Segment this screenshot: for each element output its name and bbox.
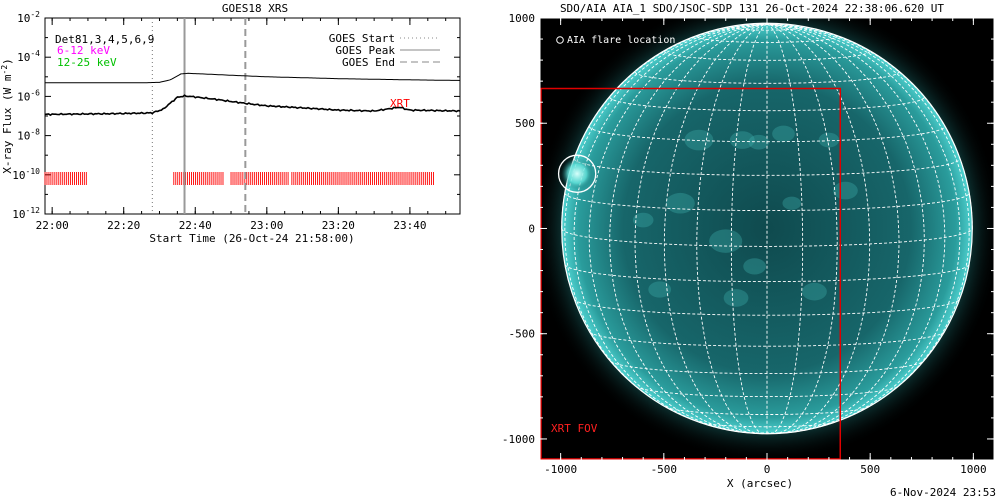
longitude-grid-line	[564, 23, 768, 411]
active-region-glow	[782, 196, 802, 210]
goes-xlabel: Start Time (26-Oct-24 21:58:00)	[149, 232, 354, 245]
latitude-grid-line	[610, 361, 924, 375]
xrt-fov-box	[540, 87, 842, 460]
goes-flux-curve-1	[45, 72, 461, 84]
latitude-grid-line	[665, 406, 869, 415]
goes-y-tick-label: 10-10	[12, 167, 40, 182]
active-region-glow	[743, 258, 766, 275]
aia-x-tick-label: 500	[860, 463, 880, 476]
longitude-grid-line	[663, 23, 768, 434]
latitude-grid-line	[573, 158, 961, 176]
active-region-glow	[729, 131, 755, 149]
longitude-grid-line	[766, 23, 925, 434]
active-region-glow	[723, 289, 749, 307]
longitude-grid-line	[766, 23, 946, 432]
latitude-grid-line	[663, 51, 871, 61]
active-region-glow	[632, 212, 654, 228]
goes-y-tick-label: 10-12	[12, 206, 40, 221]
longitude-grid-line	[766, 23, 804, 435]
longitude-grid-line	[730, 23, 768, 435]
latitude-grid-line	[696, 36, 838, 43]
latitude-grid-line	[561, 228, 973, 247]
latitude-grid-line	[634, 71, 900, 84]
goes-y-tick-label: 10-4	[17, 49, 40, 64]
latitude-grid-line	[588, 126, 946, 143]
goes-flux-curve-2	[44, 94, 461, 117]
latitude-grid-line	[564, 192, 970, 212]
aia-xlabel: X (arcsec)	[727, 477, 793, 490]
longitude-grid-line	[766, 23, 871, 434]
detectors-label: Det81,3,4,5,6,9	[55, 33, 154, 46]
longitude-grid-line	[766, 23, 973, 229]
latitude-grid-line	[589, 331, 945, 347]
aia-image-background	[540, 18, 994, 460]
aia-image-frame	[539, 17, 995, 461]
active-region-glow	[648, 281, 672, 298]
aia-y-tick-label: 0	[528, 222, 535, 235]
active-region-glow	[684, 129, 714, 151]
sun-corona	[540, 18, 994, 460]
latitude-grid-line	[730, 26, 804, 31]
sun-limb	[561, 22, 973, 435]
goes-x-tick-label: 23:00	[250, 219, 283, 232]
aia-x-tick-label: 0	[764, 463, 771, 476]
xrt-label: XRT	[390, 97, 410, 110]
goes-xrs-chart: GOES18 XRS 10-2 10-4 10-6 10-8 10-10 10-12 22…	[0, 2, 461, 245]
goes-chart-title: GOES18 XRS	[222, 2, 288, 15]
active-region-glow	[772, 125, 795, 142]
longitude-grid-line	[609, 23, 768, 434]
latitude-grid-line	[635, 385, 899, 398]
band-low-label: 6-12 keV	[57, 44, 110, 57]
goes-ylabel: X-ray Flux (W m-2)	[0, 58, 14, 174]
goes-legend-label: GOES Peak	[335, 44, 395, 57]
goes-x-tick-label: 22:00	[36, 219, 69, 232]
flare-glow	[561, 157, 593, 190]
goes-y-tick-label: 10-2	[17, 10, 40, 25]
aia-x-tick-label: -1000	[544, 463, 577, 476]
longitude-grid-line	[588, 23, 768, 432]
goes-y-tick-label: 10-6	[17, 88, 40, 103]
latitude-grid-line	[736, 430, 798, 434]
band-high-label: 12-25 keV	[57, 56, 117, 69]
aia-x-tick-label: -500	[651, 463, 678, 476]
goes-x-tick-label: 23:20	[322, 219, 355, 232]
longitude-grid-line	[696, 23, 768, 435]
latitude-grid-line	[564, 264, 970, 283]
sun-disk	[561, 23, 973, 434]
active-region-glow	[748, 134, 770, 150]
longitude-grid-line	[766, 23, 961, 428]
xrt-fov-label: XRT FOV	[551, 422, 598, 435]
latitude-grid-line	[698, 421, 836, 428]
goes-x-tick-label: 22:20	[107, 219, 140, 232]
aia-y-tick-label: -500	[509, 328, 536, 341]
longitude-grid-line	[766, 23, 900, 434]
longitude-grid-line	[766, 23, 970, 411]
aia-y-tick-label: 500	[515, 117, 535, 130]
longitude-grid-line	[634, 23, 768, 434]
aia-y-tick-label: -1000	[502, 433, 535, 446]
aia-y-tick-label: 1000	[509, 12, 536, 25]
goes-x-tick-label: 22:40	[179, 219, 212, 232]
flare-legend-icon	[556, 36, 564, 44]
goes-legend-label: GOES Start	[329, 32, 395, 45]
aia-x-tick-label: 1000	[960, 463, 987, 476]
active-region-glow	[818, 132, 840, 148]
active-region-glow	[665, 192, 695, 214]
longitude-grid-line	[561, 23, 768, 229]
active-region-glow	[833, 181, 858, 200]
longitude-grid-line	[766, 23, 838, 435]
goes-legend-label: GOES End	[342, 56, 395, 69]
latitude-grid-line	[573, 298, 961, 316]
active-region-glow	[709, 229, 743, 253]
goes-y-tick-label: 10-8	[17, 128, 40, 143]
flare-location-label: AIA flare location	[567, 35, 675, 46]
footer-date: 6-Nov-2024 23:53	[890, 486, 996, 499]
latitude-grid-line	[609, 96, 925, 112]
active-region-glow	[802, 282, 827, 301]
flare-location-circle	[557, 154, 597, 193]
aia-title: SDO/AIA AIA_1 SDO/JSOC-SDP 131 26-Oct-20…	[560, 2, 944, 15]
longitude-grid-line	[573, 23, 768, 428]
goes-x-tick-label: 23:40	[393, 219, 426, 232]
